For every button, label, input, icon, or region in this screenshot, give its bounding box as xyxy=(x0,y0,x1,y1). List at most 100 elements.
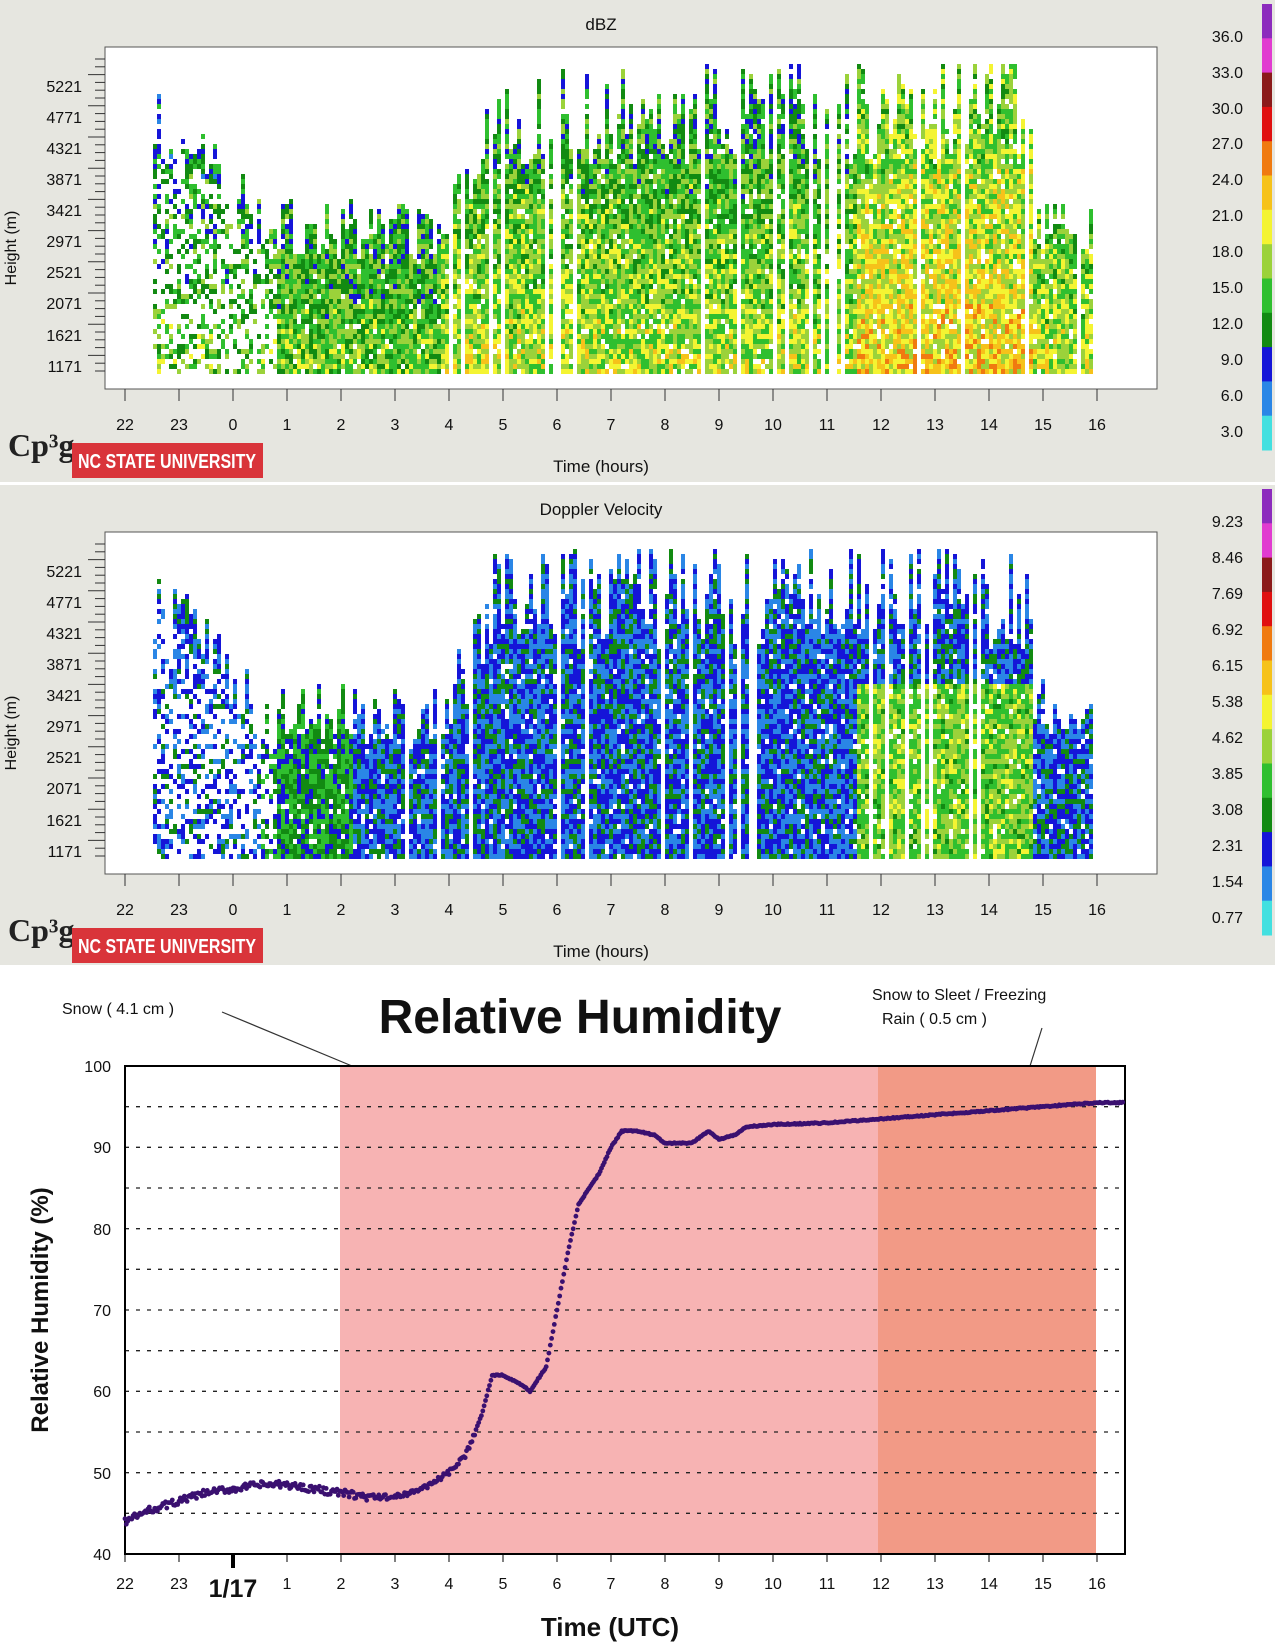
heatmap-cell xyxy=(541,219,545,224)
heatmap-cell xyxy=(645,204,649,209)
heatmap-cell xyxy=(477,249,481,254)
heatmap-cell xyxy=(713,259,717,264)
heatmap-cell xyxy=(241,309,245,314)
heatmap-cell xyxy=(637,229,641,234)
heatmap-cell xyxy=(389,264,393,269)
heatmap-cell xyxy=(585,94,589,99)
heatmap-cell xyxy=(297,264,301,269)
heatmap-cell xyxy=(277,269,281,274)
heatmap-cell xyxy=(673,254,677,259)
heatmap-cell xyxy=(205,224,209,229)
heatmap-cell xyxy=(445,324,449,329)
heatmap-cell xyxy=(181,229,185,234)
heatmap-cell xyxy=(569,309,573,314)
heatmap-cell xyxy=(505,139,509,144)
heatmap-cell xyxy=(429,274,433,279)
heatmap-cell xyxy=(165,354,169,359)
heatmap-cell xyxy=(673,264,677,269)
heatmap-cell xyxy=(289,344,293,349)
heatmap-cell xyxy=(581,259,585,264)
heatmap-cell xyxy=(337,334,341,339)
heatmap-cell xyxy=(693,229,697,234)
heatmap-cell xyxy=(505,349,509,354)
heatmap-cell xyxy=(513,239,517,244)
heatmap-cell xyxy=(485,329,489,334)
heatmap-cell xyxy=(625,299,629,304)
heatmap-cell xyxy=(757,339,761,344)
heatmap-cell xyxy=(749,119,753,124)
heatmap-cell xyxy=(193,359,197,364)
heatmap-cell xyxy=(393,359,397,364)
heatmap-cell xyxy=(525,319,529,324)
heatmap-cell xyxy=(397,354,401,359)
heatmap-cell xyxy=(617,144,621,149)
heatmap-cell xyxy=(617,289,621,294)
heatmap-cell xyxy=(709,124,713,129)
heatmap-cell xyxy=(725,249,729,254)
heatmap-cell xyxy=(621,154,625,159)
heatmap-cell xyxy=(765,314,769,319)
heatmap-cell xyxy=(709,99,713,104)
heatmap-cell xyxy=(665,159,669,164)
heatmap-cell xyxy=(757,344,761,349)
heatmap-cell xyxy=(713,189,717,194)
heatmap-cell xyxy=(169,174,173,179)
heatmap-cell xyxy=(593,324,597,329)
heatmap-cell xyxy=(525,294,529,299)
heatmap-cell xyxy=(581,289,585,294)
heatmap-cell xyxy=(665,174,669,179)
heatmap-cell xyxy=(601,364,605,369)
heatmap-cell xyxy=(513,344,517,349)
heatmap-cell xyxy=(653,359,657,364)
heatmap-cell xyxy=(577,309,581,314)
heatmap-cell xyxy=(393,324,397,329)
heatmap-cell xyxy=(765,179,769,184)
heatmap-cell xyxy=(725,229,729,234)
heatmap-cell xyxy=(381,339,385,344)
heatmap-cell xyxy=(665,164,669,169)
heatmap-cell xyxy=(681,144,685,149)
heatmap-cell xyxy=(717,294,721,299)
heatmap-cell xyxy=(541,314,545,319)
heatmap-cell xyxy=(517,349,521,354)
heatmap-cell xyxy=(621,289,625,294)
heatmap-cell xyxy=(625,189,629,194)
heatmap-cell xyxy=(617,164,621,169)
heatmap-cell xyxy=(169,289,173,294)
heatmap-cell xyxy=(413,314,417,319)
heatmap-cell xyxy=(685,299,689,304)
heatmap-cell xyxy=(641,249,645,254)
heatmap-cell xyxy=(201,339,205,344)
heatmap-cell xyxy=(321,284,325,289)
heatmap-cell xyxy=(709,254,713,259)
heatmap-cell xyxy=(749,159,753,164)
heatmap-cell xyxy=(733,184,737,189)
heatmap-cell xyxy=(617,124,621,129)
heatmap-cell xyxy=(721,344,725,349)
heatmap-cell xyxy=(605,249,609,254)
heatmap-cell xyxy=(265,239,269,244)
heatmap-cell xyxy=(669,199,673,204)
heatmap-cell xyxy=(621,304,625,309)
heatmap-cell xyxy=(381,364,385,369)
heatmap-cell xyxy=(637,204,641,209)
heatmap-cell xyxy=(493,329,497,334)
heatmap-cell xyxy=(593,339,597,344)
heatmap-cell xyxy=(565,324,569,329)
heatmap-cell xyxy=(481,359,485,364)
heatmap-cell xyxy=(585,134,589,139)
heatmap-cell xyxy=(533,264,537,269)
heatmap-cell xyxy=(157,94,161,99)
heatmap-cell xyxy=(709,234,713,239)
heatmap-cell xyxy=(397,319,401,324)
heatmap-cell xyxy=(537,329,541,334)
heatmap-cell xyxy=(741,224,745,229)
heatmap-cell xyxy=(569,199,573,204)
heatmap-cell xyxy=(717,369,721,374)
heatmap-cell xyxy=(625,134,629,139)
heatmap-cell xyxy=(693,159,697,164)
heatmap-cell xyxy=(649,264,653,269)
heatmap-cell xyxy=(637,139,641,144)
heatmap-cell xyxy=(381,354,385,359)
heatmap-cell xyxy=(689,314,693,319)
